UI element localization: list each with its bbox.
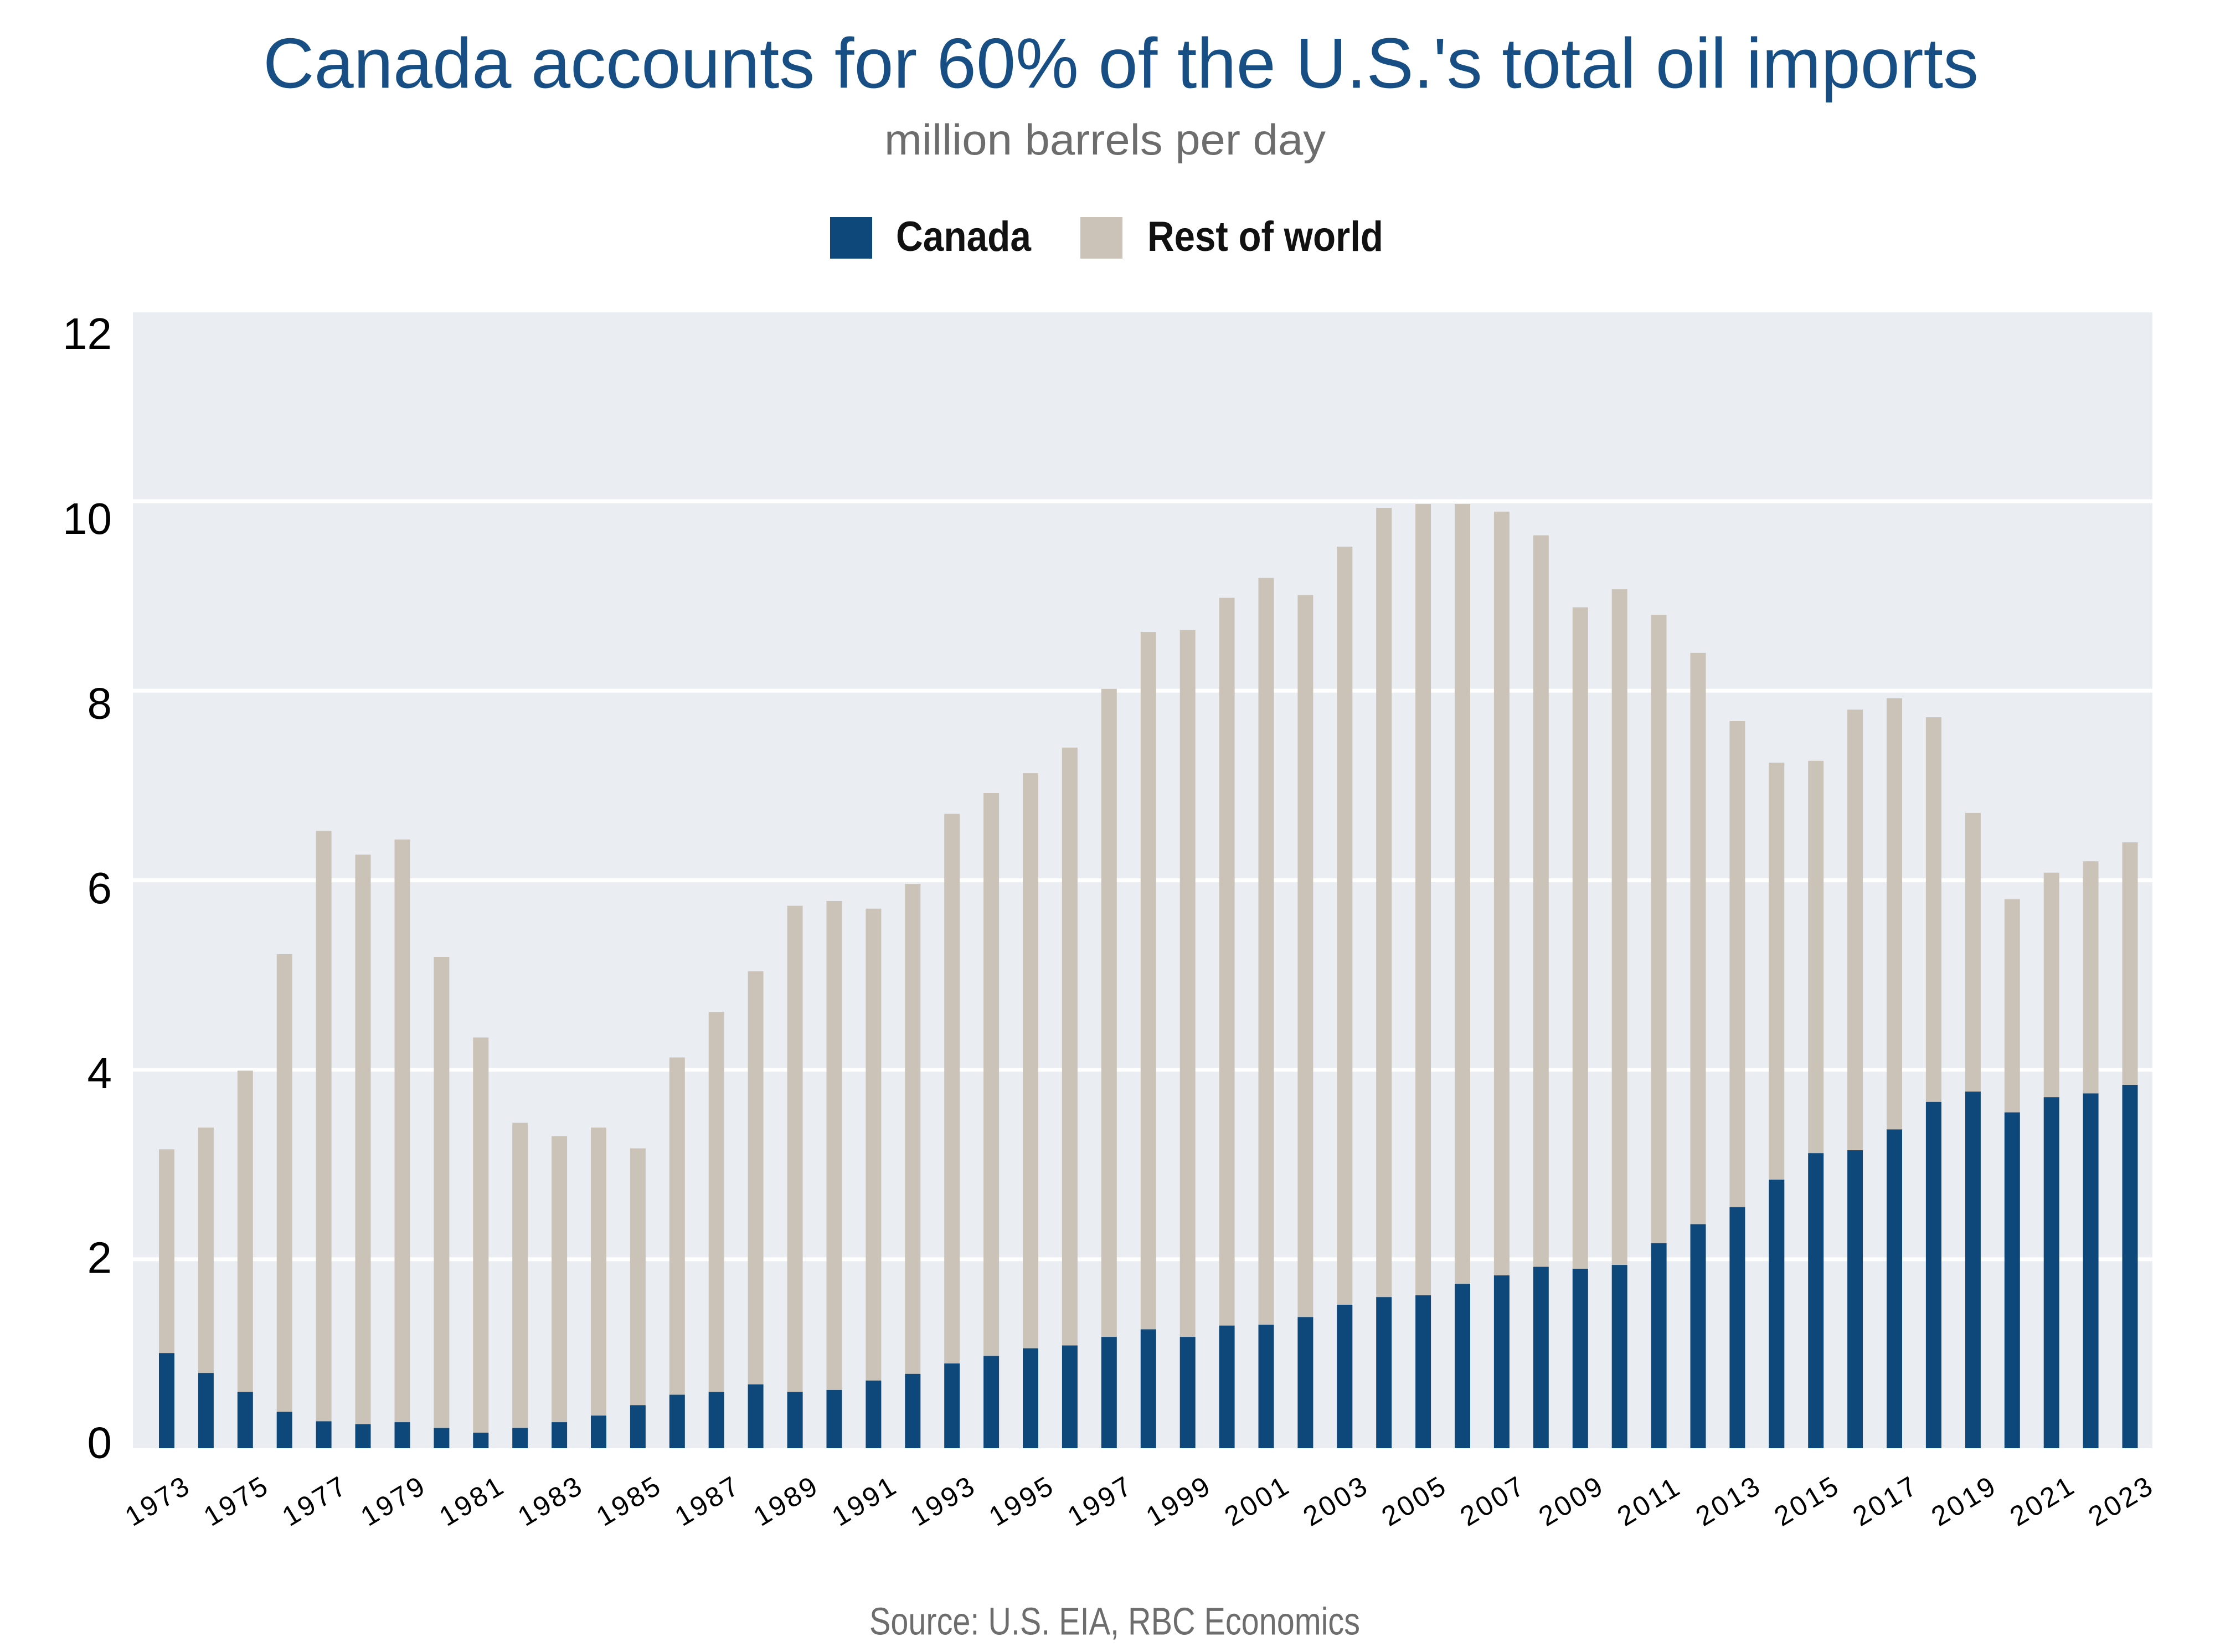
- svg-text:Canada: Canada: [896, 213, 1032, 260]
- svg-text:Rest of world: Rest of world: [1147, 213, 1383, 260]
- svg-text:2001: 2001: [1219, 1469, 1296, 1532]
- svg-text:2015: 2015: [1769, 1469, 1845, 1532]
- svg-text:Canada accounts for 60% of the: Canada accounts for 60% of the U.S.'s to…: [263, 24, 1979, 104]
- svg-text:1993: 1993: [905, 1469, 981, 1532]
- svg-text:Source: U.S. EIA, RBC Economic: Source: U.S. EIA, RBC Economics: [869, 1600, 1360, 1643]
- svg-text:2017: 2017: [1847, 1469, 1924, 1532]
- svg-text:1999: 1999: [1141, 1469, 1217, 1532]
- svg-text:0: 0: [87, 1418, 112, 1467]
- svg-text:2009: 2009: [1533, 1469, 1610, 1532]
- svg-text:1989: 1989: [748, 1469, 825, 1532]
- svg-text:1973: 1973: [120, 1469, 196, 1532]
- svg-text:1983: 1983: [512, 1469, 589, 1532]
- svg-text:2013: 2013: [1691, 1469, 1767, 1532]
- svg-text:1995: 1995: [983, 1469, 1060, 1532]
- svg-text:1975: 1975: [198, 1469, 275, 1532]
- svg-text:4: 4: [87, 1048, 112, 1098]
- svg-text:2: 2: [87, 1233, 112, 1283]
- svg-text:2007: 2007: [1455, 1469, 1531, 1532]
- svg-text:1979: 1979: [356, 1469, 432, 1532]
- svg-text:1997: 1997: [1062, 1469, 1139, 1532]
- svg-text:1987: 1987: [669, 1469, 746, 1532]
- svg-text:1981: 1981: [434, 1469, 511, 1532]
- svg-text:1977: 1977: [277, 1469, 353, 1532]
- svg-text:2021: 2021: [2005, 1469, 2081, 1532]
- svg-text:million barrels per day: million barrels per day: [884, 115, 1326, 164]
- svg-text:6: 6: [87, 863, 112, 913]
- svg-text:2011: 2011: [1612, 1470, 1687, 1532]
- svg-text:2019: 2019: [1926, 1469, 2002, 1532]
- svg-text:2003: 2003: [1298, 1469, 1374, 1532]
- svg-text:2005: 2005: [1376, 1469, 1452, 1532]
- svg-text:8: 8: [87, 679, 112, 728]
- svg-text:12: 12: [63, 309, 112, 358]
- svg-text:2023: 2023: [2083, 1469, 2160, 1532]
- svg-text:1991: 1991: [827, 1469, 903, 1532]
- svg-text:10: 10: [63, 494, 112, 543]
- svg-text:1985: 1985: [591, 1469, 667, 1532]
